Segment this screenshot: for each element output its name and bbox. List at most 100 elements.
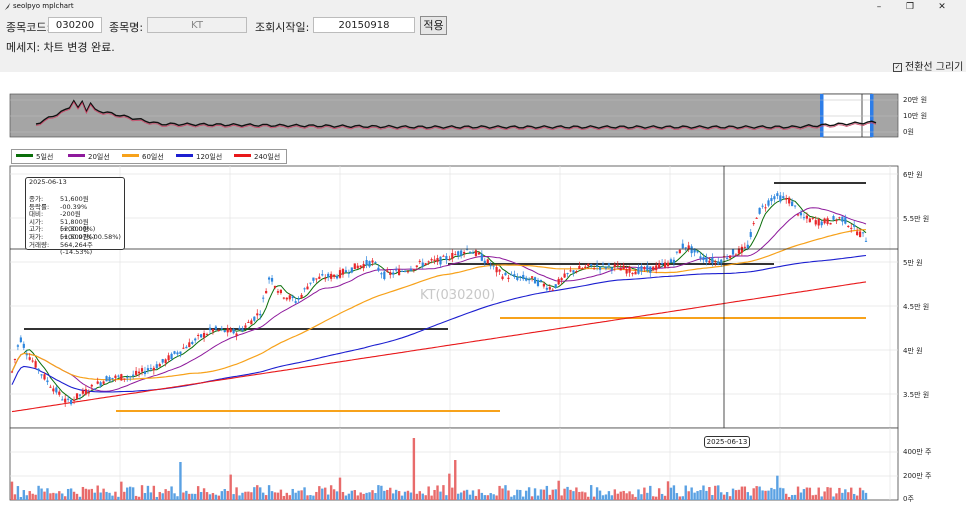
volume-bar xyxy=(569,489,572,500)
candle-body xyxy=(55,387,58,393)
candle-body xyxy=(294,301,297,303)
volume-bar xyxy=(767,490,770,500)
volume-bar xyxy=(84,488,88,500)
candle-body xyxy=(460,250,463,256)
candle-body xyxy=(117,375,120,377)
volume-bar xyxy=(155,496,158,500)
candle-body xyxy=(389,272,392,275)
overview-handle-right xyxy=(870,94,874,137)
info-key: 시가: xyxy=(29,217,44,226)
volume-bar xyxy=(158,491,161,500)
volume-bar xyxy=(471,490,475,500)
candle-body xyxy=(761,205,764,207)
volume-bar xyxy=(13,494,17,500)
candle-body xyxy=(533,277,537,284)
candle-body xyxy=(501,276,504,280)
candle-body xyxy=(776,193,779,196)
volume-bar xyxy=(755,486,758,500)
volume-bar xyxy=(462,490,466,500)
apply-button[interactable]: 적용 xyxy=(420,16,447,35)
candle-body xyxy=(811,217,814,219)
candle-body xyxy=(421,262,424,267)
volume-bar xyxy=(19,496,23,500)
candle-body xyxy=(823,218,826,224)
volume-bar xyxy=(439,491,442,500)
volume-bar xyxy=(717,485,720,500)
candle-body xyxy=(616,264,619,266)
candle-body xyxy=(217,329,220,331)
volume-bar xyxy=(749,495,752,500)
volume-bar xyxy=(276,492,280,500)
volume-bar xyxy=(737,489,741,500)
candle-body xyxy=(578,265,581,270)
volume-bar xyxy=(522,496,525,500)
candle-body xyxy=(853,224,856,227)
code-input[interactable]: 030200 xyxy=(48,17,102,33)
volume-bar xyxy=(625,493,628,500)
candle-body xyxy=(767,200,770,206)
toolbar: 종목코드: 030200 종목명: KT 조회시작일: 20150918 적용 xyxy=(0,16,966,36)
candle-body xyxy=(749,232,752,237)
volume-bar xyxy=(731,488,735,500)
volume-bar xyxy=(779,487,782,500)
candle-body xyxy=(436,258,439,262)
candle-body xyxy=(267,277,271,280)
volume-bar xyxy=(808,487,812,500)
legend-swatch-60 xyxy=(122,154,139,157)
volume-bar xyxy=(785,493,788,500)
minimize-button[interactable]: – xyxy=(876,2,882,12)
volume-bar xyxy=(217,495,221,500)
candle-body xyxy=(200,334,203,338)
candle-body xyxy=(743,246,746,248)
candle-body xyxy=(619,268,622,271)
volume-bar xyxy=(75,493,79,500)
maximize-button[interactable]: ❐ xyxy=(905,2,915,12)
volume-bar xyxy=(182,492,185,500)
candle-body xyxy=(474,250,478,256)
candle-body xyxy=(149,368,152,370)
volume-bar xyxy=(164,489,167,500)
checkbox-box[interactable]: ✓ xyxy=(893,63,902,72)
window-title: seolpyo mplchart xyxy=(13,2,74,10)
volume-bar xyxy=(96,485,99,500)
volume-bar xyxy=(208,494,212,500)
candle-body xyxy=(205,334,209,336)
candle-body xyxy=(861,232,865,234)
volume-bar xyxy=(326,494,330,500)
volume-bar xyxy=(829,487,832,500)
volume-bar xyxy=(672,485,676,500)
candle-body xyxy=(321,274,324,276)
volume-bar xyxy=(575,487,578,500)
volume-bar xyxy=(613,489,617,500)
candle-body xyxy=(708,260,711,263)
volume-bar xyxy=(489,493,492,500)
volume-bar xyxy=(604,494,608,500)
volume-bar xyxy=(253,487,256,500)
candle-body xyxy=(513,274,516,277)
candle-body xyxy=(495,267,498,273)
start-date-input[interactable]: 20150918 xyxy=(313,17,415,33)
volume-bar xyxy=(554,489,557,500)
candle-body xyxy=(84,389,87,395)
candle-body xyxy=(191,341,194,345)
volume-bar xyxy=(424,495,427,500)
volume-bar xyxy=(563,488,566,500)
volume-bar xyxy=(454,460,457,500)
candle-body xyxy=(548,287,551,290)
volume-bar xyxy=(847,492,850,500)
candle-body xyxy=(477,252,480,255)
candle-body xyxy=(575,271,578,273)
candle-body xyxy=(188,342,191,348)
crossline-checkbox[interactable]: ✓ 전환선 그리기 xyxy=(893,58,963,73)
close-button[interactable]: ✕ xyxy=(938,2,946,12)
volume-bar xyxy=(495,495,498,500)
volume-bar xyxy=(137,496,141,500)
candle-body xyxy=(108,377,111,382)
candle-body xyxy=(773,196,776,200)
volume-bar xyxy=(389,487,392,500)
candle-body xyxy=(681,243,684,249)
volume-bar xyxy=(49,493,52,500)
volume-bar xyxy=(341,491,345,500)
candle-body xyxy=(170,353,173,360)
